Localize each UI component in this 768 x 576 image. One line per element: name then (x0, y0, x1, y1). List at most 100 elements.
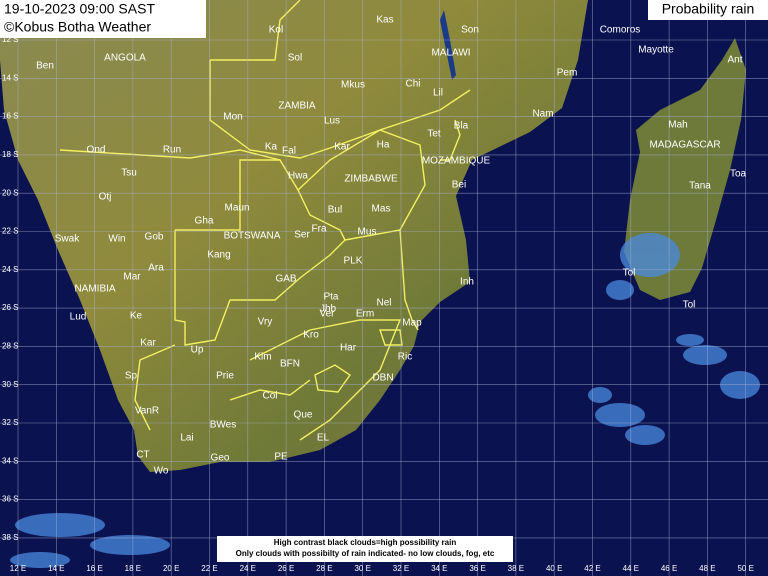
lon-label: 36 E (469, 564, 485, 573)
place-label: Que (294, 410, 313, 421)
place-label: Kar (140, 338, 156, 349)
place-label: Gob (145, 232, 164, 243)
place-label: Lus (324, 116, 340, 127)
place-label: Son (461, 25, 479, 36)
lat-label: 36 S (2, 495, 18, 504)
place-label: Kol (269, 25, 283, 36)
lat-label: 34 S (2, 456, 18, 465)
lon-label: 48 E (699, 564, 715, 573)
place-label: Map (402, 318, 422, 329)
place-label: EL (317, 433, 330, 444)
place-label: Tana (689, 181, 711, 192)
place-label: Mar (123, 272, 141, 283)
place-label: Mus (358, 227, 377, 238)
place-label: VanR (135, 406, 159, 417)
place-label: Fra (312, 224, 327, 235)
place-label: Ke (130, 311, 143, 322)
place-label: ANGOLA (104, 53, 146, 64)
place-label: PLK (344, 256, 363, 267)
lon-label: 28 E (316, 564, 332, 573)
lat-label: 38 S (2, 533, 18, 542)
place-label: Toa (730, 169, 747, 180)
legend-line: High contrast black clouds=high possibil… (274, 538, 457, 547)
place-label: Otj (99, 192, 112, 203)
place-label: Ben (36, 61, 54, 72)
place-label: Vry (258, 317, 273, 328)
lat-label: 26 S (2, 303, 18, 312)
lon-label: 12 E (10, 564, 26, 573)
header-box (0, 0, 206, 38)
datetime: 19-10-2023 09:00 SAST (4, 1, 155, 17)
place-label: Inh (460, 277, 474, 288)
place-label: Maun (224, 203, 249, 214)
lon-label: 34 E (431, 564, 447, 573)
lon-label: 38 E (508, 564, 524, 573)
place-label: Hwa (288, 171, 308, 182)
place-label: Jhb (320, 304, 337, 315)
place-label: ZAMBIA (278, 101, 316, 112)
place-label: Tsu (121, 168, 137, 179)
place-label: Sol (288, 53, 302, 64)
place-label: Nel (376, 298, 391, 309)
lat-label: 28 S (2, 342, 18, 351)
place-label: MALAWI (431, 48, 470, 59)
place-labels: Kas Kol Sol Son MALAWI Comoros Mayotte Ant Ben AN… (36, 15, 746, 477)
borders (59, 0, 471, 441)
place-label: Bla (454, 121, 469, 132)
lat-label: 16 S (2, 112, 18, 121)
place-label: Pta (323, 292, 338, 303)
lat-label: 32 S (2, 418, 18, 427)
place-label: Erm (356, 309, 374, 320)
place-label: BOTSWANA (224, 231, 281, 242)
place-label: BFN (280, 359, 300, 370)
place-label: BWes (210, 420, 237, 431)
place-label: MOZAMBIQUE (422, 156, 491, 167)
lat-label: 22 S (2, 227, 18, 236)
lon-label: 32 E (393, 564, 409, 573)
place-label: MADAGASCAR (649, 140, 720, 151)
place-label: Gha (195, 216, 214, 227)
africa-land (0, 0, 588, 472)
place-label: DBN (372, 373, 393, 384)
place-label: Mayotte (638, 45, 674, 56)
lon-label: 20 E (163, 564, 179, 573)
place-label: Geo (211, 453, 230, 464)
place-label: Kim (254, 352, 271, 363)
place-label: Tet (427, 129, 441, 140)
place-label: PE (274, 452, 288, 463)
place-label: Nam (532, 109, 553, 120)
place-label: Wo (154, 466, 169, 477)
place-label: Ara (148, 263, 164, 274)
lon-label: 42 E (584, 564, 600, 573)
product-title: Probability rain (662, 1, 755, 17)
lon-label: 24 E (240, 564, 256, 573)
place-label: Ser (294, 230, 310, 241)
place-label: Kas (376, 15, 393, 26)
lat-label: 24 S (2, 265, 18, 274)
lake (440, 10, 456, 80)
lat-label: 20 S (2, 188, 18, 197)
lon-label: 26 E (278, 564, 294, 573)
place-label: Mas (372, 204, 391, 215)
credit: ©Kobus Botha Weather (4, 19, 151, 35)
place-label: Mon (223, 112, 242, 123)
lon-label: 16 E (86, 564, 102, 573)
place-label: Ha (377, 140, 390, 151)
place-label: Bul (328, 205, 342, 216)
place-label: Fal (282, 146, 296, 157)
legend-box (217, 536, 513, 562)
place-label: Ric (398, 352, 412, 363)
place-label: Pem (557, 68, 578, 79)
product-box (648, 0, 768, 20)
place-label: Kro (303, 330, 319, 341)
place-label: Col (262, 391, 277, 402)
place-label: Tol (683, 300, 696, 311)
lon-label: 22 E (201, 564, 217, 573)
place-label: Har (340, 343, 357, 354)
place-label: Mah (668, 120, 687, 131)
lat-label: 30 S (2, 380, 18, 389)
place-label: Lai (180, 433, 193, 444)
place-label: Mkus (341, 80, 365, 91)
place-label: Run (163, 145, 181, 156)
